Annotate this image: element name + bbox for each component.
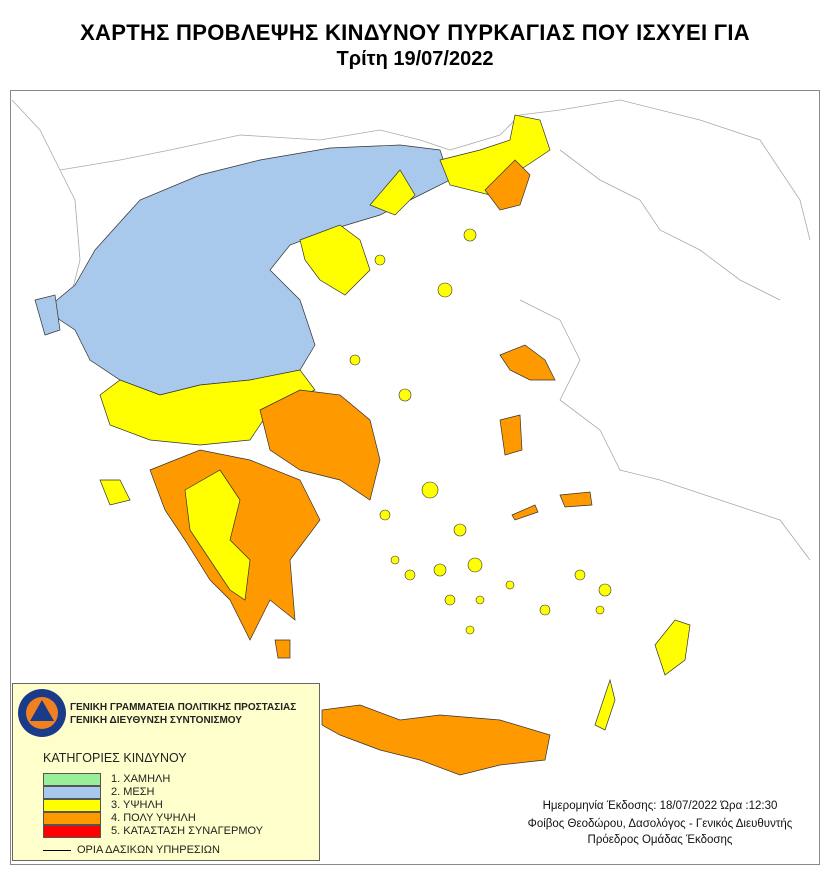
org-line-1: ΓΕΝΙΚΗ ΓΡΑΜΜΑΤΕΙΑ ΠΟΛΙΤΙΚΗΣ ΠΡΟΣΤΑΣΙΑΣ [70, 702, 297, 713]
region-veryhigh-samos [559, 491, 593, 508]
author-role: Πρόεδρος Ομάδας Έκδοσης [587, 834, 733, 846]
civil-protection-logo [18, 689, 66, 737]
neighbour-borders [11, 99, 811, 561]
region-veryhigh-chios [499, 414, 523, 456]
region-high-kefalonia [99, 479, 131, 506]
islands-high [349, 228, 612, 635]
region-veryhigh-ikaria [511, 504, 539, 521]
swatch-very-high [43, 811, 101, 825]
region-high-kavala [369, 169, 416, 216]
swatch-alert [43, 824, 101, 838]
legend-title: ΚΑΤΗΓΟΡΙΕΣ ΚΙΝΔΥΝΟΥ [43, 751, 187, 765]
issue-date: Ημερομηνία Έκδοσης: 18/07/2022 Ώρα :12:3… [542, 800, 778, 812]
boundary-line [43, 849, 71, 851]
org-line-2: ΓΕΝΙΚΗ ΔΙΕΥΘΥΝΣΗ ΣΥΝΤΟΝΙΣΜΟΥ [70, 715, 242, 726]
region-veryhigh-crete [321, 704, 551, 776]
region-veryhigh-evros [484, 159, 531, 211]
issue-info: Ημερομηνία Έκδοσης: 18/07/2022 Ώρα :12:3… [490, 797, 830, 848]
forecast-date: Τρίτη 19/07/2022 [336, 48, 494, 70]
legend-item-low: 1. ΧΑΜΗΛΗ [43, 772, 170, 786]
region-high-chalkidiki [299, 224, 371, 296]
legend-item-alert: 5. ΚΑΤΑΣΤΑΣΗ ΣΥΝΑΓΕΡΜΟΥ [43, 824, 263, 838]
region-veryhigh-attica-evia [259, 389, 381, 501]
legend-panel: ΓΕΝΙΚΗ ΓΡΑΜΜΑΤΕΙΑ ΠΟΛΙΤΙΚΗΣ ΠΡΟΣΤΑΣΙΑΣ Γ… [12, 683, 320, 861]
region-high-thrace [439, 114, 551, 196]
region-high-central [99, 369, 316, 446]
swatch-medium [43, 785, 101, 799]
region-veryhigh-kythira [274, 639, 291, 659]
region-high-peloponnese [184, 469, 251, 601]
legend-item-high: 3. ΥΨΗΛΗ [43, 798, 163, 812]
legend-item-medium: 2. ΜΕΣΗ [43, 785, 154, 799]
legend-item-very-high: 4. ΠΟΛΥ ΥΨΗΛΗ [43, 811, 196, 825]
region-medium-corfu [34, 294, 61, 336]
map-title: ΧΑΡΤΗΣ ΠΡΟΒΛΕΨΗΣ ΚΙΝΔΥΝΟΥ ΠΥΡΚΑΓΙΑΣ ΠΟΥ … [80, 20, 750, 45]
swatch-low [43, 772, 101, 786]
region-veryhigh-lesvos [499, 344, 556, 381]
swatch-high [43, 798, 101, 812]
region-high-karpathos [594, 678, 616, 731]
map-frame [10, 90, 820, 865]
author: Φοίβος Θεοδώρου, Δασολόγος - Γενικός Διε… [527, 818, 793, 830]
region-high-rhodes [654, 619, 691, 676]
legend-boundary: ΟΡΙΑ ΔΑΣΙΚΩΝ ΥΠΗΡΕΣΙΩΝ [43, 844, 220, 856]
